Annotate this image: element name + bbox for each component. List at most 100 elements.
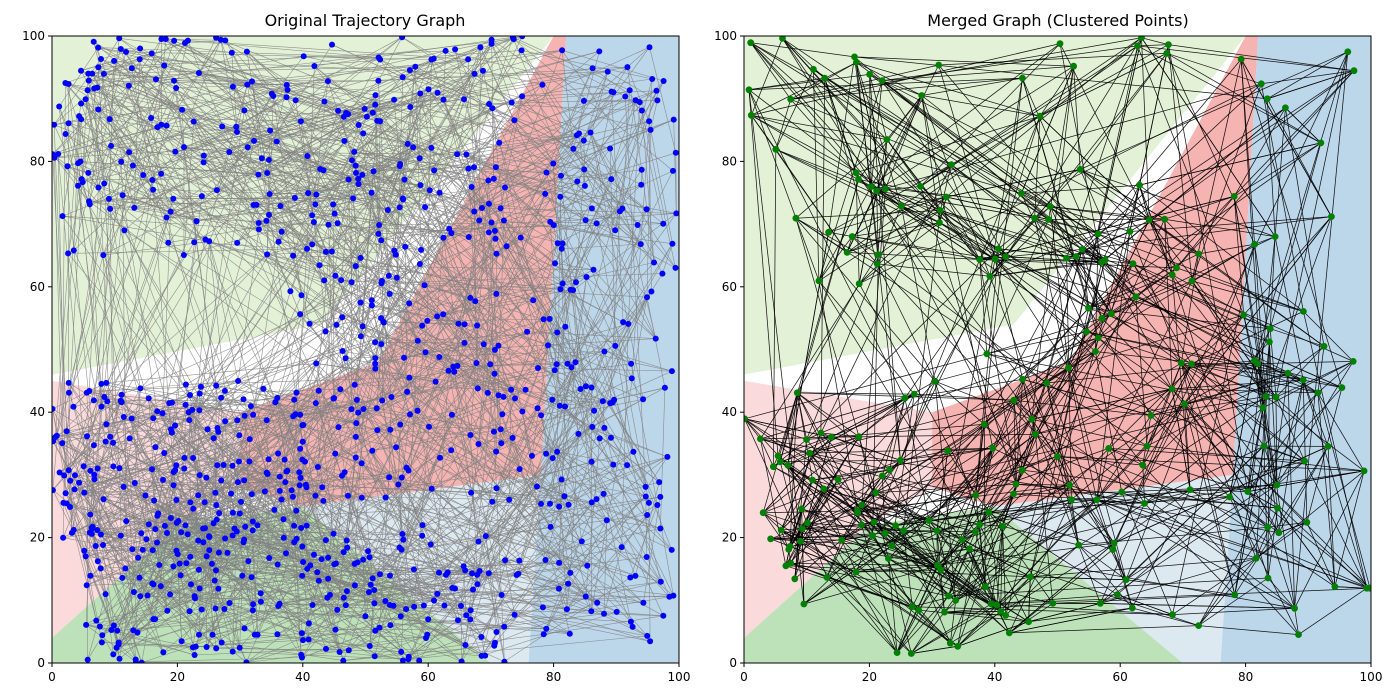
graph-edge <box>106 400 121 425</box>
graph-edge <box>430 437 612 545</box>
graph-edge <box>139 58 475 75</box>
graph-edge <box>174 469 204 543</box>
graph-edge <box>97 477 207 562</box>
graph-edge <box>996 403 1185 606</box>
graph-edge <box>409 69 493 109</box>
graph-edge <box>950 164 1007 257</box>
graph-node <box>297 411 304 418</box>
graph-node <box>101 180 108 187</box>
graph-edge <box>194 597 435 601</box>
graph-edge <box>381 283 392 398</box>
graph-edge <box>425 338 656 353</box>
graph-node <box>203 644 210 650</box>
graph-edge <box>358 412 493 502</box>
graph-node <box>345 492 351 499</box>
graph-node <box>94 84 101 91</box>
graph-edge <box>142 480 222 550</box>
graph-edge <box>62 475 65 538</box>
graph-edge <box>928 520 938 566</box>
graph-edge <box>488 203 614 403</box>
graph-edge <box>508 389 512 500</box>
graph-edge <box>876 190 879 255</box>
graph-node <box>266 191 273 197</box>
graph-edge <box>301 503 551 634</box>
graph-edge <box>564 496 588 566</box>
graph-edge <box>247 147 270 215</box>
graph-node <box>193 218 200 225</box>
graph-edge <box>940 210 1007 258</box>
graph-node <box>244 144 251 151</box>
graph-edge <box>232 86 426 208</box>
graph-node <box>403 464 410 471</box>
graph-edge <box>790 98 952 165</box>
graph-node <box>529 452 535 459</box>
graph-edge <box>596 223 650 503</box>
graph-node <box>440 311 447 318</box>
graph-node <box>209 631 216 638</box>
graph-node <box>474 385 481 392</box>
graph-edge <box>1034 218 1098 500</box>
graph-node <box>342 355 349 362</box>
graph-node <box>309 602 316 608</box>
graph-edge <box>86 384 186 393</box>
graph-edge <box>562 50 664 82</box>
graph-node <box>67 504 73 510</box>
graph-node <box>344 544 351 551</box>
graph-edge <box>750 115 777 150</box>
graph-node <box>534 483 540 490</box>
graph-edge <box>762 436 860 513</box>
graph-node <box>387 622 394 629</box>
graph-edge <box>796 392 839 480</box>
panel-original-graph: Original Trajectory Graph 0 20 40 60 80 10002… <box>22 11 690 684</box>
graph-node <box>355 409 362 416</box>
graph-edge <box>68 83 254 206</box>
graph-node <box>365 589 372 596</box>
graph-node <box>276 473 283 480</box>
graph-edge <box>108 97 287 200</box>
graph-edge <box>1110 231 1131 314</box>
graph-edge <box>1009 607 1133 634</box>
graph-edge <box>979 382 1048 525</box>
graph-edge <box>65 82 144 176</box>
graph-node <box>360 406 367 412</box>
graph-edge <box>545 496 646 561</box>
graph-edge <box>347 495 369 552</box>
graph-edge <box>648 121 673 244</box>
graph-edge <box>1098 243 1255 339</box>
graph-node <box>372 360 379 367</box>
graph-node <box>396 204 403 211</box>
graph-edge <box>989 276 1070 486</box>
graph-edge <box>290 222 315 292</box>
graph-edge <box>388 275 560 507</box>
graph-edge <box>93 41 251 440</box>
graph-node <box>672 264 679 271</box>
graph-node <box>437 454 443 461</box>
graph-node <box>345 111 352 118</box>
graph-edge <box>751 114 999 250</box>
graph-edge <box>1056 262 1103 457</box>
graph-edge <box>921 95 1041 117</box>
graph-edge <box>88 80 287 86</box>
graph-edge <box>335 103 490 277</box>
graph-node <box>473 360 480 366</box>
graph-edge <box>744 418 839 480</box>
graph-edge <box>903 210 941 531</box>
graph-node <box>561 493 568 500</box>
graph-edge <box>398 484 661 529</box>
graph-node <box>90 38 97 45</box>
graph-node <box>251 631 258 638</box>
graph-node <box>612 227 619 234</box>
graph-node <box>219 123 226 130</box>
graph-edge <box>584 169 612 180</box>
graph-edge <box>503 396 668 458</box>
graph-edge <box>1013 337 1099 401</box>
graph-node <box>624 64 631 71</box>
graph-node <box>452 585 458 592</box>
graph-edge <box>94 38 514 89</box>
graph-edge <box>286 97 361 259</box>
graph-node <box>370 168 377 175</box>
graph-edge <box>263 388 386 498</box>
graph-node <box>451 368 458 375</box>
graph-edge <box>268 214 383 282</box>
graph-node <box>314 569 321 576</box>
